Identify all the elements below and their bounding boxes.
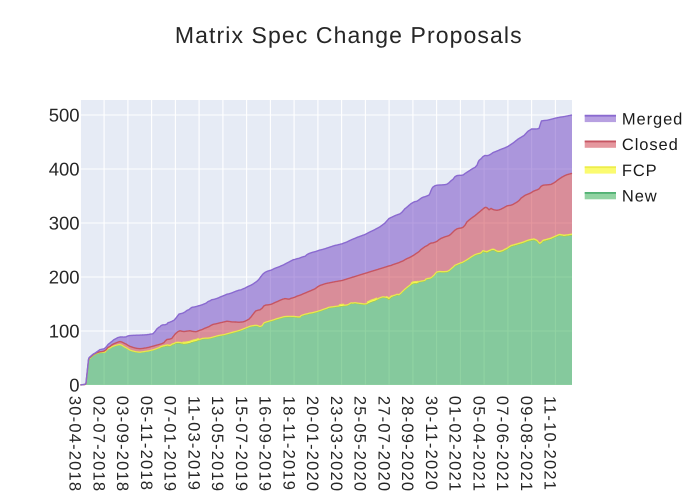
svg-text:07-01-2019: 07-01-2019 (161, 396, 179, 492)
svg-text:01-02-2021: 01-02-2021 (446, 396, 464, 492)
svg-text:13-05-2019: 13-05-2019 (208, 396, 226, 492)
svg-text:30-04-2018: 30-04-2018 (66, 396, 84, 492)
svg-text:Closed: Closed (622, 136, 679, 154)
svg-text:27-07-2020: 27-07-2020 (374, 396, 392, 492)
svg-text:Merged: Merged (622, 110, 683, 128)
svg-text:30-11-2020: 30-11-2020 (422, 396, 440, 491)
svg-text:11-10-2021: 11-10-2021 (541, 396, 559, 491)
svg-text:02-07-2018: 02-07-2018 (89, 396, 107, 492)
svg-text:400: 400 (49, 159, 80, 180)
svg-text:16-09-2019: 16-09-2019 (256, 396, 274, 492)
svg-text:11-03-2019: 11-03-2019 (184, 396, 202, 491)
svg-text:0: 0 (69, 375, 79, 396)
svg-text:20-01-2020: 20-01-2020 (303, 396, 321, 492)
svg-text:07-06-2021: 07-06-2021 (493, 396, 511, 492)
svg-text:05-04-2021: 05-04-2021 (469, 396, 487, 492)
svg-text:15-07-2019: 15-07-2019 (232, 396, 250, 492)
svg-text:25-05-2020: 25-05-2020 (351, 396, 369, 492)
svg-text:200: 200 (49, 267, 80, 288)
svg-text:03-09-2018: 03-09-2018 (113, 396, 131, 492)
svg-text:300: 300 (49, 213, 80, 234)
svg-text:09-08-2021: 09-08-2021 (517, 396, 535, 492)
svg-text:500: 500 (49, 105, 80, 126)
svg-text:FCP: FCP (622, 162, 658, 180)
svg-text:100: 100 (49, 321, 80, 342)
svg-text:28-09-2020: 28-09-2020 (398, 396, 416, 492)
svg-text:18-11-2019: 18-11-2019 (279, 396, 297, 491)
svg-text:Matrix Spec Change Proposals: Matrix Spec Change Proposals (175, 22, 523, 48)
svg-text:New: New (622, 188, 658, 206)
svg-text:05-11-2018: 05-11-2018 (137, 396, 155, 491)
svg-text:23-03-2020: 23-03-2020 (327, 396, 345, 492)
